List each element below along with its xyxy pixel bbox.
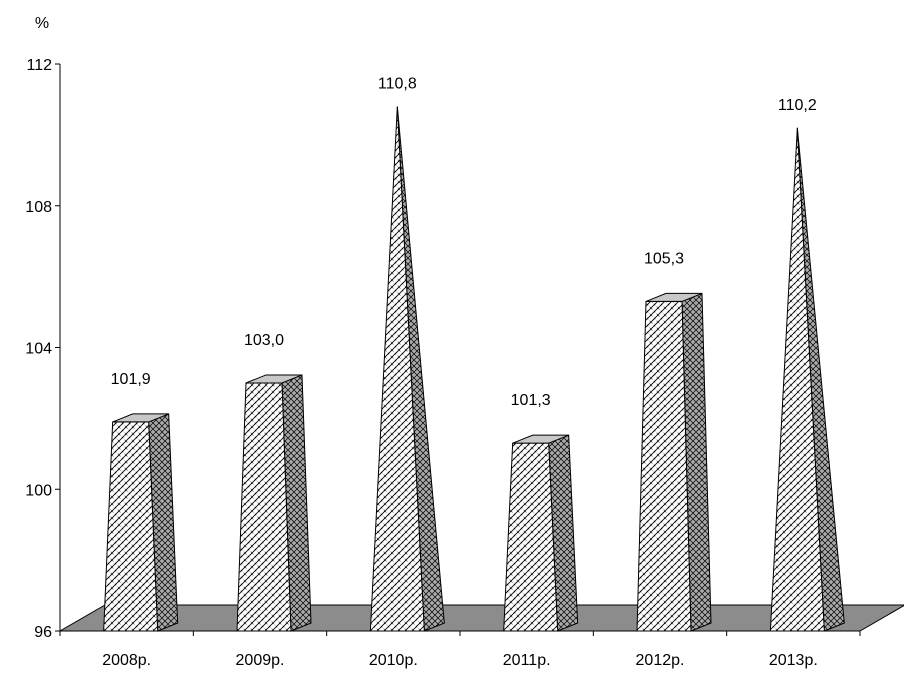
x-tick-label: 2013р.	[769, 652, 818, 669]
bar	[103, 413, 179, 632]
x-axis-ticks: 2008р. 2009р. 2010р. 2011р. 2012р. 2013р.	[59, 631, 861, 669]
data-label: 103,0	[244, 332, 284, 349]
bars	[103, 106, 845, 632]
x-tick-label: 2012р.	[636, 652, 685, 669]
data-label: 110,2	[778, 97, 817, 114]
y-tick-label: 96	[34, 624, 52, 641]
y-tick-label: 108	[25, 199, 52, 216]
y-tick-label: 100	[25, 482, 52, 499]
y-unit-label: %	[35, 15, 49, 32]
bar-top	[512, 434, 569, 444]
x-tick-label: 2009р.	[236, 652, 285, 669]
data-label: 101,9	[111, 371, 151, 388]
y-tick-label: 112	[26, 57, 52, 74]
bar	[636, 292, 712, 632]
y-axis-ticks: 96 100 104 108 112	[25, 57, 60, 641]
data-labels: 101,9 103,0 110,8 101,3 105,3 110,2	[111, 76, 817, 410]
y-tick-label: 104	[25, 341, 52, 358]
bar-top	[245, 374, 303, 384]
bar	[369, 106, 445, 632]
x-tick-label: 2011р.	[503, 652, 551, 669]
bar-front	[369, 106, 425, 632]
data-label: 110,8	[378, 76, 417, 93]
bar-front	[236, 382, 292, 632]
bar	[236, 374, 312, 632]
bar	[769, 127, 845, 632]
x-tick-label: 2008р.	[102, 652, 151, 669]
bar	[503, 434, 579, 632]
x-tick-label: 2010р.	[369, 652, 418, 669]
bar-front	[636, 300, 692, 632]
bar-front	[103, 421, 159, 632]
bar-front	[503, 442, 559, 632]
data-label: 105,3	[644, 250, 684, 267]
bar-top	[112, 413, 169, 423]
bar-front	[769, 127, 825, 632]
bar-top	[645, 292, 703, 302]
data-label: 101,3	[511, 392, 551, 409]
